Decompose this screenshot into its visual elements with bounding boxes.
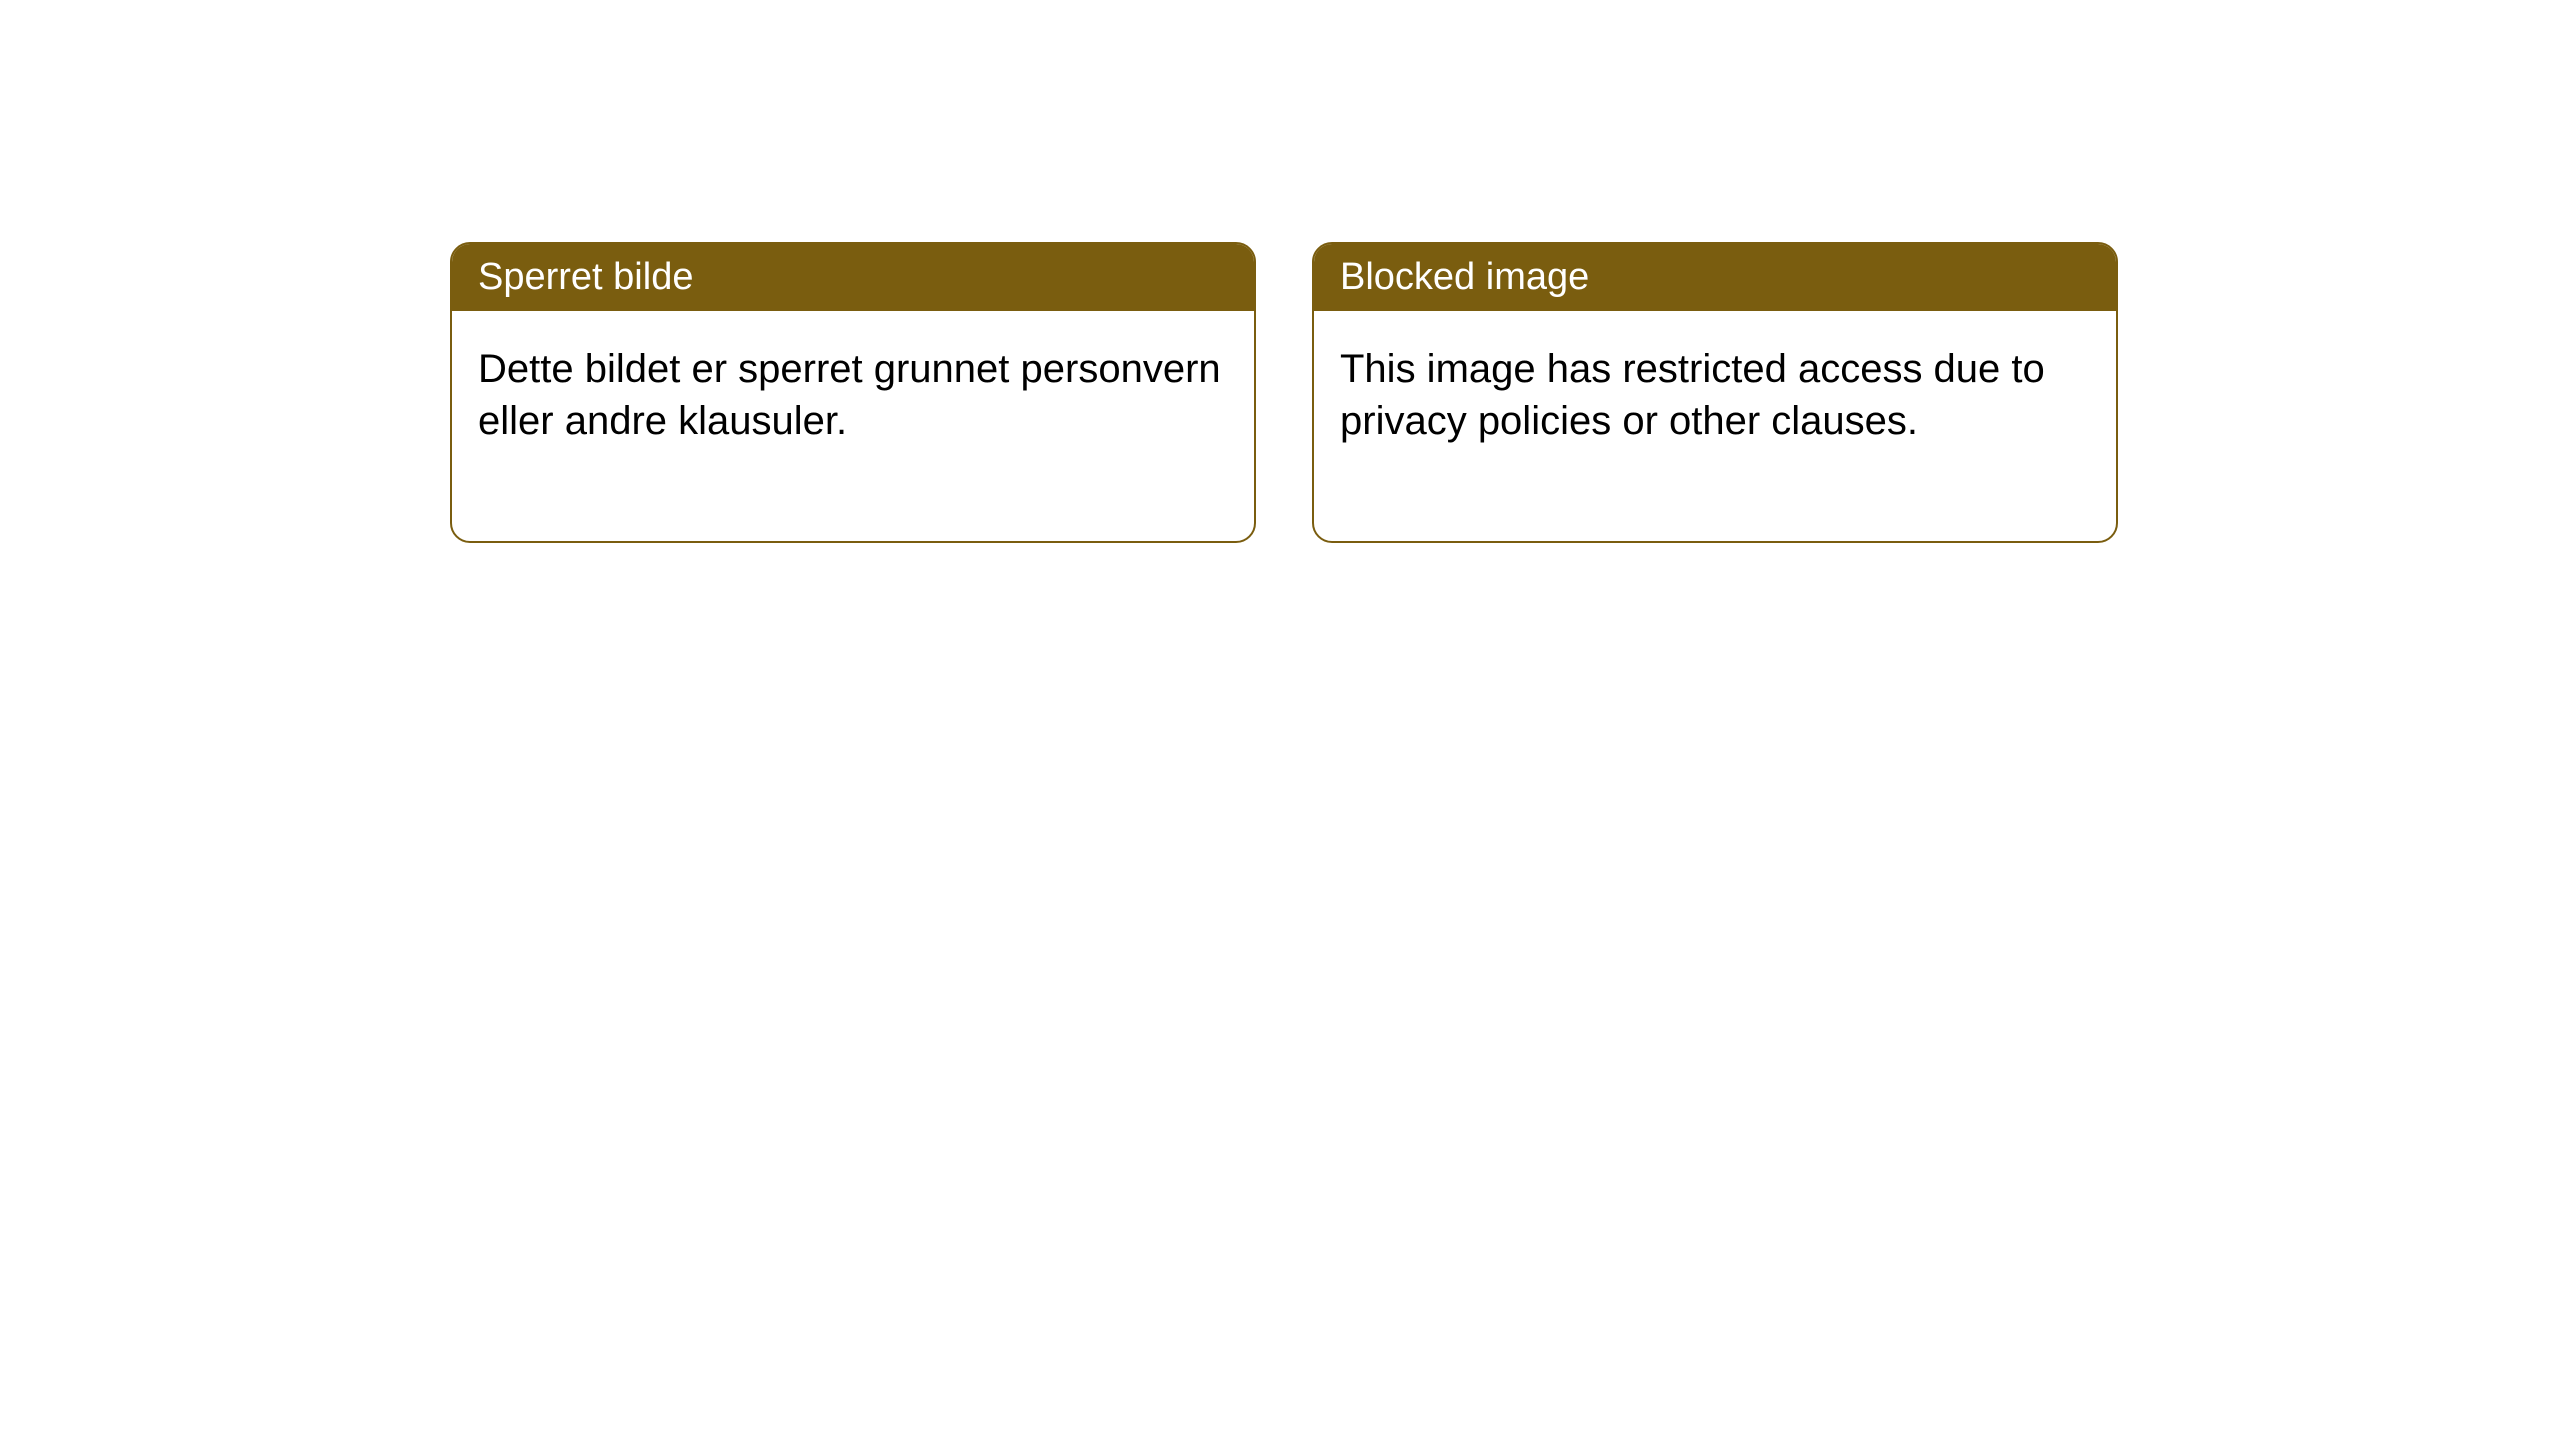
notice-title: Sperret bilde xyxy=(478,256,693,298)
notice-container: Sperret bilde Dette bildet er sperret gr… xyxy=(450,242,2118,543)
notice-box-english: Blocked image This image has restricted … xyxy=(1312,242,2118,543)
notice-text: This image has restricted access due to … xyxy=(1340,347,2045,443)
notice-box-norwegian: Sperret bilde Dette bildet er sperret gr… xyxy=(450,242,1256,543)
notice-body-norwegian: Dette bildet er sperret grunnet personve… xyxy=(452,311,1254,541)
notice-header-english: Blocked image xyxy=(1314,244,2116,311)
notice-header-norwegian: Sperret bilde xyxy=(452,244,1254,311)
notice-text: Dette bildet er sperret grunnet personve… xyxy=(478,347,1221,443)
notice-title: Blocked image xyxy=(1340,256,1589,298)
notice-body-english: This image has restricted access due to … xyxy=(1314,311,2116,541)
